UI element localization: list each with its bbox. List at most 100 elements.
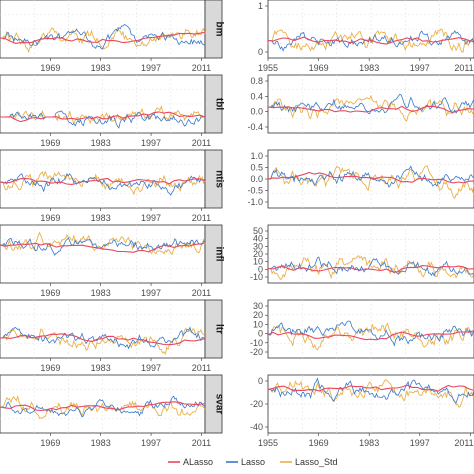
x-tick-label: 1997 [141, 213, 161, 223]
x-tick-label: 1997 [410, 438, 430, 448]
series-alasso-line [0, 31, 206, 44]
series-alasso-line [267, 265, 474, 273]
series-lasso-line [0, 172, 206, 196]
y-tick-label: 0 [258, 264, 263, 274]
y-tick-label: -0.5 [247, 186, 263, 196]
y-tick-label: 50 [253, 226, 263, 236]
series-alasso-line [0, 401, 206, 412]
x-tick-label: 1969 [40, 63, 60, 73]
series-lasso-line [268, 29, 474, 52]
legend: ALasso Lasso Lasso_Std [168, 457, 338, 467]
x-tick-label: 1955 [258, 438, 278, 448]
x-tick-label: 1969 [40, 138, 60, 148]
strip-label-ntis: ntis [214, 170, 225, 188]
strip-infl [204, 224, 223, 284]
series-alasso-line [0, 333, 206, 346]
x-tick-label: 1969 [40, 363, 60, 373]
y-tick-label: 0.5 [250, 163, 263, 173]
series-lasso-line [0, 110, 205, 129]
series-alasso-line [267, 36, 474, 45]
series-lasso-line [0, 395, 206, 418]
strip-ntis [204, 149, 223, 209]
y-tick-label: 1.0 [250, 151, 263, 161]
x-tick-label: 1983 [91, 363, 111, 373]
y-tick-label: 10 [253, 257, 263, 267]
x-tick-label: 1983 [359, 438, 379, 448]
series-alasso-line [267, 171, 474, 184]
x-tick-label: 2011 [192, 438, 211, 448]
series-alasso-line [267, 384, 474, 392]
series-lasso-std-line [0, 26, 206, 54]
x-tick-label: 1983 [91, 213, 111, 223]
series-lasso-std-line [0, 105, 205, 125]
strip-ltr [204, 299, 223, 359]
strip-label-tbl: tbl [214, 98, 225, 110]
y-tick-label: 0 [258, 329, 263, 339]
y-tick-label: 30 [253, 241, 263, 251]
x-tick-label: 1983 [359, 63, 379, 73]
series-lasso-std-line [268, 94, 474, 122]
x-tick-label: 2011 [192, 213, 211, 223]
x-tick-label: 1983 [91, 438, 111, 448]
x-tick-label: 2011 [192, 288, 211, 298]
series-lasso-std-line [268, 254, 474, 280]
x-tick-label: 1983 [91, 63, 111, 73]
x-tick-label: 1997 [141, 288, 161, 298]
series-lasso-line [0, 24, 206, 50]
strip-label-ltr: ltr [214, 324, 225, 334]
y-tick-label: -20 [250, 399, 263, 409]
x-tick-label: 1983 [91, 138, 111, 148]
strip-label-infl: infl [214, 247, 225, 262]
x-tick-label: 1969 [40, 438, 60, 448]
y-tick-label: -10 [250, 272, 263, 282]
series-lasso-line [0, 237, 206, 257]
series-lasso-line [268, 256, 474, 277]
x-tick-label: 1983 [91, 288, 111, 298]
strip-bm [204, 0, 223, 59]
strip-tbl [204, 74, 223, 134]
y-tick-label: 0.4 [250, 91, 263, 101]
series-lasso-line [268, 320, 474, 347]
x-tick-label: 1969 [40, 288, 60, 298]
x-tick-label: 2011 [192, 363, 211, 373]
series-lasso-std-line [268, 165, 474, 199]
x-tick-label: 1969 [309, 438, 329, 448]
x-tick-label: 2011 [192, 138, 211, 148]
y-tick-label: 10 [253, 319, 263, 329]
x-tick-label: 1969 [40, 213, 60, 223]
series-lasso-line [268, 93, 474, 115]
y-tick-label: -20 [250, 347, 263, 357]
y-tick-label: 20 [253, 310, 263, 320]
legend-label-lasso_std: Lasso_Std [295, 457, 338, 467]
series-alasso-line [0, 242, 206, 253]
series-alasso-line [0, 111, 206, 123]
series-alasso-line [0, 177, 206, 185]
series-lasso-line [0, 326, 206, 350]
x-tick-label: 1997 [141, 438, 161, 448]
y-tick-label: -10 [250, 338, 263, 348]
x-tick-label: 1997 [141, 363, 161, 373]
y-tick-label: 0.8 [250, 76, 263, 86]
y-tick-label: 30 [253, 301, 263, 311]
series-alasso-line [267, 330, 474, 341]
y-tick-label: 0.0 [250, 174, 263, 184]
strip-label-bm: bm [214, 22, 225, 37]
x-tick-label: 1997 [141, 63, 161, 73]
series-lasso-line [268, 377, 474, 404]
y-tick-label: 40 [253, 234, 263, 244]
y-tick-label: 0.0 [250, 107, 263, 117]
x-tick-label: 2011 [454, 63, 473, 73]
y-tick-label: 0 [258, 376, 263, 386]
series-lasso-line [268, 165, 474, 188]
y-tick-label: 1 [258, 1, 263, 11]
legend-label-lasso: Lasso [241, 457, 265, 467]
y-tick-label: 20 [253, 249, 263, 259]
legend-label-alasso: ALasso [183, 457, 213, 467]
series-lasso-std-line [268, 379, 474, 408]
x-tick-label: 2011 [454, 438, 473, 448]
x-tick-label: 1969 [309, 63, 329, 73]
strip-label-svar: svar [214, 394, 225, 415]
y-tick-label: -40 [250, 422, 263, 432]
y-tick-label: -1.0 [247, 197, 263, 207]
